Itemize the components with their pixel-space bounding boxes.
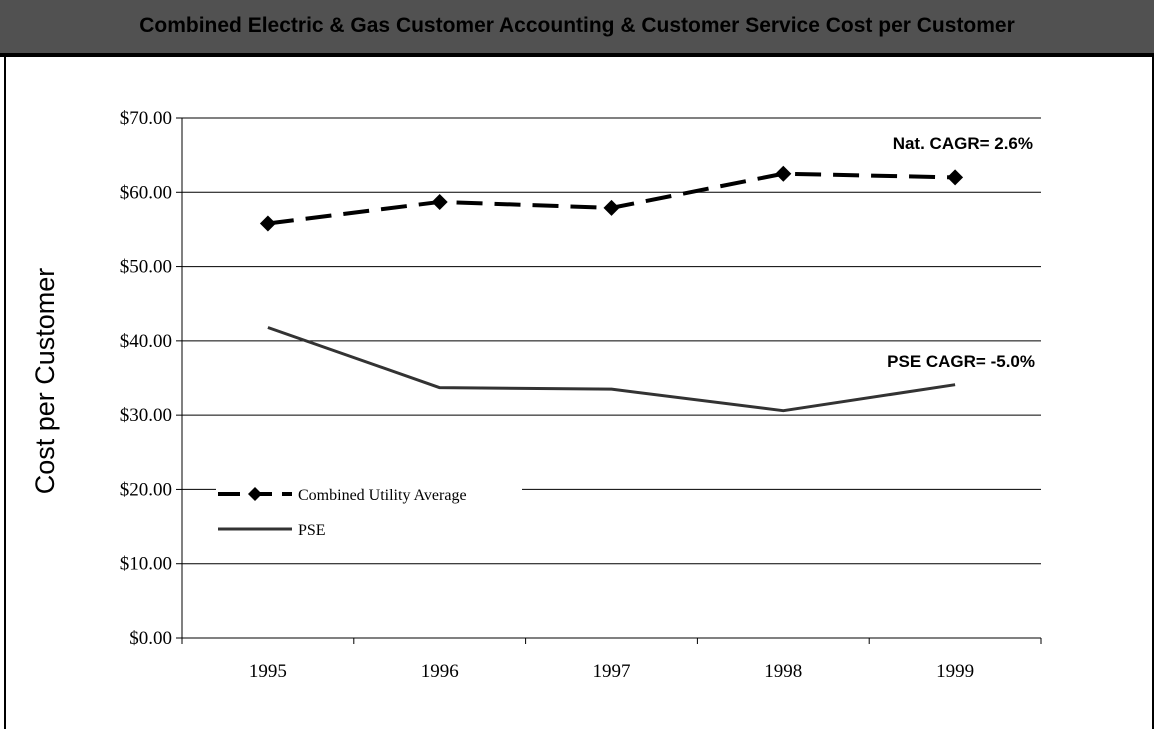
pse-series-line [267,326,956,413]
legend-background [216,474,522,546]
axes [176,117,1042,644]
x-tick-label: 1998 [764,661,802,682]
y-axis-label: Cost per Customer [30,268,60,495]
y-tick-label: $50.00 [120,257,172,278]
annotations: Nat. CAGR= 2.6% PSE CAGR= -5.0% [887,134,1035,371]
y-tick-label: $30.00 [120,405,172,426]
series-lines [259,165,964,413]
data-point-marker [431,193,448,210]
y-tick-label: $10.00 [120,554,172,575]
chart-frame: $0.00 $10.00 $20.00 $30.00 $40.00 $50.00 $60.0… [4,57,1154,729]
chart-header: Combined Electric & Gas Customer Account… [0,0,1154,57]
y-tick-label: $20.00 [120,479,172,500]
y-tick-label: $0.00 [129,628,172,649]
x-tick-label: 1995 [249,661,287,682]
data-point-marker [775,165,792,182]
y-tick-labels: $0.00 $10.00 $20.00 $30.00 $40.00 $50.00 $60.0… [120,108,172,649]
data-point-marker [603,199,620,216]
legend-label-pse: PSE [298,522,326,539]
average-series-line [267,171,956,226]
x-tick-label: 1997 [593,661,631,682]
x-tick-label: 1996 [421,661,459,682]
x-tick-labels: 1995 1996 1997 1998 1999 [249,661,974,682]
legend-label-average: Combined Utility Average [298,487,467,504]
y-tick-label: $60.00 [120,182,172,203]
legend: Combined Utility Average PSE [216,474,522,546]
chart-title: Combined Electric & Gas Customer Account… [139,14,1015,37]
line-chart: $0.00 $10.00 $20.00 $30.00 $40.00 $50.00 $60.0… [30,108,1042,682]
x-tick-label: 1999 [936,661,974,682]
annotation-nat-cagr: Nat. CAGR= 2.6% [893,134,1033,153]
y-tick-label: $40.00 [120,331,172,352]
data-point-marker [947,169,964,186]
y-tick-label: $70.00 [120,108,172,129]
annotation-pse-cagr: PSE CAGR= -5.0% [887,352,1035,371]
data-point-marker [259,215,276,232]
legend-marker-average [248,487,262,501]
